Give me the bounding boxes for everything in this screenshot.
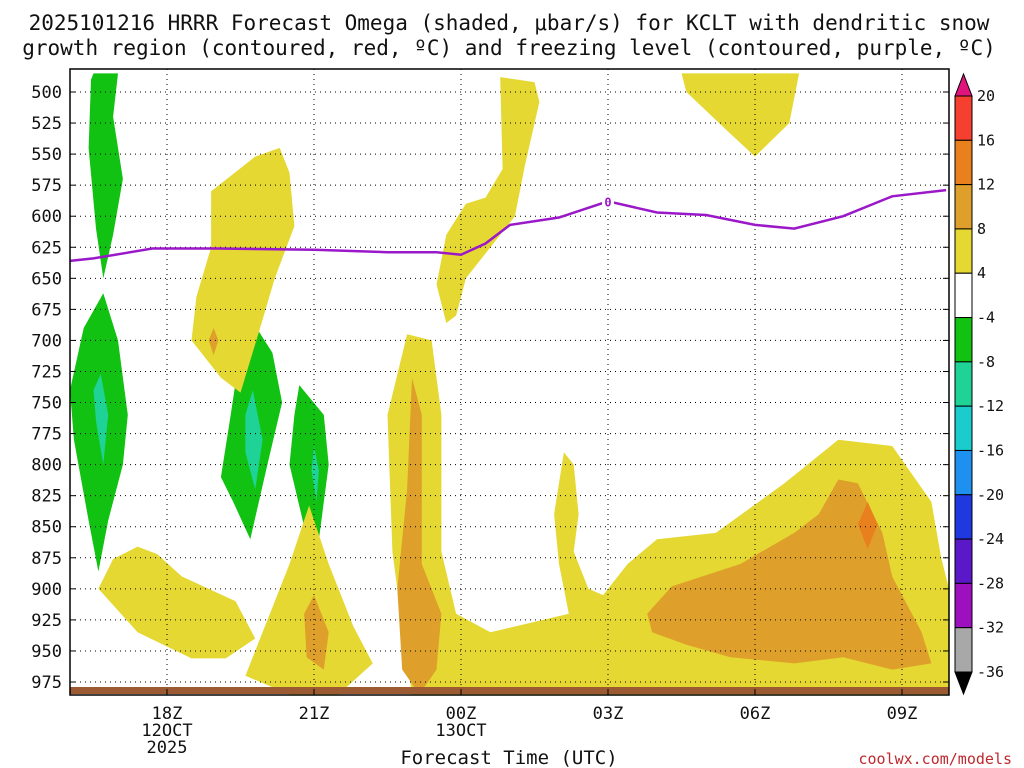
- colorbar-bin-10: [954, 494, 973, 540]
- colorbar: 20 16 12 8 4 -4 -8 -12 -16 -20 -24 -28 -32 -36: [954, 72, 1004, 696]
- y-axis: 500 525 550 575 600 625 650 675 700 725 750 775 800 8…: [31, 83, 949, 693]
- x-tick-label: 21Z: [299, 704, 330, 724]
- x-tick-label: 03Z: [593, 704, 624, 724]
- colorbar-label: -36: [977, 663, 1004, 681]
- x-tick-label: 2025: [147, 738, 188, 758]
- y-tick-label: 600: [31, 207, 62, 227]
- colorbar-label: -32: [977, 619, 1004, 637]
- colorbar-bottom-arrow: [954, 671, 973, 696]
- y-tick-label: 925: [31, 611, 62, 631]
- freezing-level-label-bg: [602, 194, 614, 209]
- y-tick-label: 675: [31, 300, 62, 320]
- colorbar-label: -12: [977, 397, 1004, 415]
- omega-region-6: [289, 385, 329, 577]
- y-tick-label: 700: [31, 331, 62, 351]
- omega-region-19: [857, 501, 878, 550]
- y-tick-label: 525: [31, 114, 62, 134]
- omega-region-12: [98, 546, 256, 659]
- plot-area: 0: [69, 68, 950, 696]
- colorbar-bin-12: [954, 582, 973, 629]
- omega-region-7: [311, 446, 319, 502]
- x-tick-label: 12OCT: [141, 721, 192, 741]
- colorbar-bin-5: [954, 272, 973, 319]
- colorbar-top-arrow: [954, 72, 973, 97]
- omega-region-14: [245, 505, 373, 695]
- omega-region-11: [681, 73, 800, 157]
- colorbar-bin-4: [954, 228, 973, 274]
- colorbar-bin-7: [954, 361, 973, 407]
- colorbar-label: -4: [977, 309, 995, 327]
- chart-title-line2: growth region (contoured, red, ºC) and f…: [22, 36, 996, 60]
- y-tick-label: 875: [31, 549, 62, 569]
- colorbar-label: 16: [977, 131, 995, 149]
- y-tick-label: 625: [31, 238, 62, 258]
- colorbar-bin-2: [954, 139, 973, 186]
- colorbar-label: -24: [977, 530, 1004, 548]
- y-tick-label: 575: [31, 176, 62, 196]
- x-tick-label: 09Z: [887, 704, 918, 724]
- x-tick-label: 06Z: [740, 704, 771, 724]
- colorbar-label: -28: [977, 574, 1004, 592]
- colorbar-label: 20: [977, 87, 995, 105]
- colorbar-bin-1: [954, 95, 973, 141]
- omega-region-8: [191, 147, 295, 393]
- y-tick-label: 950: [31, 642, 62, 662]
- omega-region-10: [436, 77, 540, 323]
- y-tick-label: 775: [31, 425, 62, 445]
- x-tick-label: 13OCT: [435, 721, 486, 741]
- y-tick-label: 900: [31, 580, 62, 600]
- omega-region-5: [245, 390, 263, 490]
- x-tick-label: 00Z: [446, 704, 477, 724]
- y-tick-label: 500: [31, 83, 62, 103]
- credit-text: coolwx.com/models: [858, 750, 1012, 768]
- ground-bar: [70, 687, 949, 694]
- colorbar-bin-3: [954, 184, 973, 230]
- y-tick-label: 650: [31, 269, 62, 289]
- y-tick-label: 975: [31, 673, 62, 693]
- y-tick-label: 750: [31, 394, 62, 414]
- y-tick-label: 850: [31, 518, 62, 538]
- plot-frame: [69, 68, 950, 696]
- y-tick-label: 800: [31, 456, 62, 476]
- colorbar-label: -8: [977, 353, 995, 371]
- freezing-level-line: [69, 188, 947, 263]
- colorbar-label: 12: [977, 176, 995, 194]
- omega-region-9: [208, 328, 219, 356]
- y-tick-label: 550: [31, 145, 62, 165]
- omega-region-17: [397, 377, 442, 695]
- colorbar-bin-11: [954, 538, 973, 584]
- colorbar-bin-9: [954, 449, 973, 496]
- colorbar-label: 4: [977, 264, 986, 282]
- freezing-level-label: 0: [604, 195, 611, 209]
- chart-title-line1: 2025101216 HRRR Forecast Omega (shaded, …: [29, 11, 990, 35]
- colorbar-bin-6: [954, 317, 973, 363]
- omega-region-3: [93, 374, 109, 465]
- colorbar-label: -20: [977, 486, 1004, 504]
- y-tick-label: 725: [31, 362, 62, 382]
- y-tick-label: 825: [31, 487, 62, 507]
- colorbar-label: -16: [977, 441, 1004, 459]
- colorbar-bin-8: [954, 405, 973, 451]
- x-tick-label: 18Z: [152, 704, 183, 724]
- omega-region-1: [88, 73, 123, 279]
- colorbar-bin-13: [954, 627, 973, 673]
- x-axis-title: Forecast Time (UTC): [400, 747, 617, 768]
- colorbar-label: 8: [977, 220, 986, 238]
